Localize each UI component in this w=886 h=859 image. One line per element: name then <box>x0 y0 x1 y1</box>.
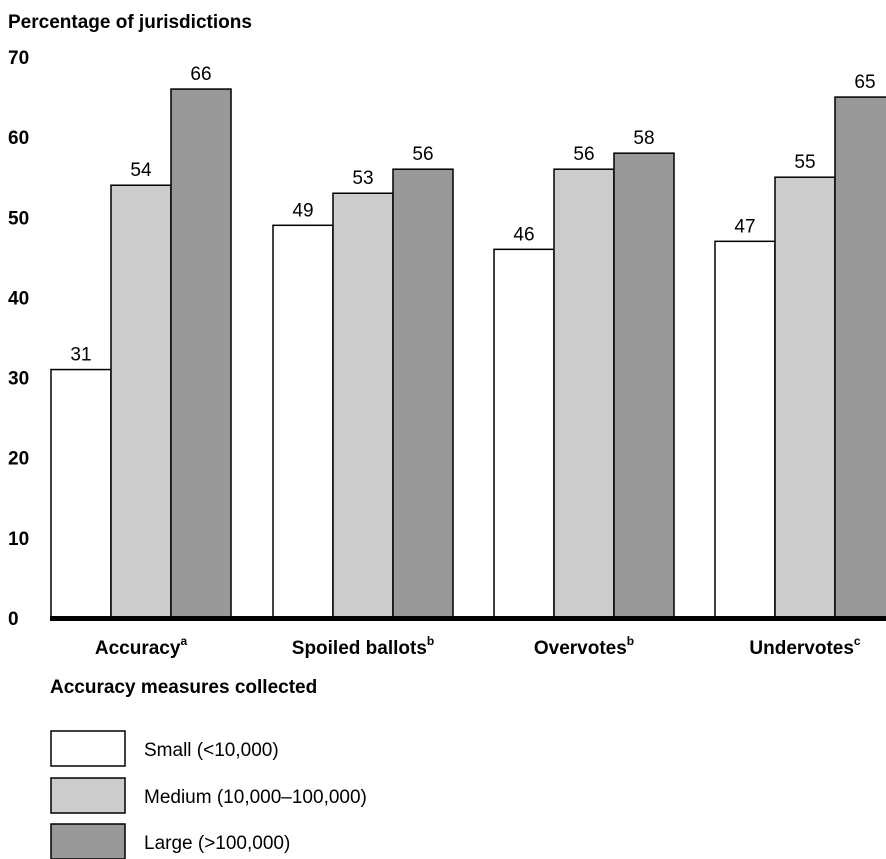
bar <box>332 192 394 619</box>
data-label: 56 <box>412 144 433 165</box>
data-label: 58 <box>633 128 654 149</box>
y-tick-label: 30 <box>8 369 29 390</box>
bar <box>714 240 776 619</box>
data-label: 54 <box>130 160 152 181</box>
y-tick-label: 70 <box>8 48 29 69</box>
y-tick-label: 0 <box>8 609 19 630</box>
data-label: 65 <box>854 72 875 93</box>
bar <box>392 168 454 619</box>
x-axis-baseline <box>50 616 886 621</box>
legend-label: Medium (10,000–100,000) <box>144 787 367 808</box>
bar <box>170 88 232 619</box>
bar <box>272 224 334 619</box>
data-label: 31 <box>70 345 91 366</box>
bar <box>493 248 555 619</box>
bar <box>553 168 615 619</box>
legend-label: Large (>100,000) <box>144 833 290 854</box>
data-label: 46 <box>513 224 534 245</box>
y-tick-label: 40 <box>8 288 29 309</box>
bar <box>110 184 172 619</box>
y-tick-label: 50 <box>8 208 29 229</box>
category-label: Accuracya <box>95 634 188 659</box>
legend-swatch <box>50 823 126 859</box>
legend-swatch <box>50 730 126 767</box>
category-labels: Accuracya Spoiled ballotsb Overvotesb Under… <box>95 634 861 659</box>
data-label: 47 <box>734 216 755 237</box>
y-tick-label: 60 <box>8 128 29 149</box>
legend-swatch <box>50 777 126 814</box>
y-tick-label: 10 <box>8 529 29 550</box>
x-axis-label: Accuracy measures collected <box>50 677 317 698</box>
data-label: 66 <box>190 64 211 85</box>
y-axis-label: Percentage of jurisdictions <box>8 12 252 33</box>
data-labels: 31 54 66 49 53 56 46 56 58 47 55 65 <box>70 64 875 366</box>
legend: Small (<10,000) Medium (10,000–100,000) La… <box>50 730 367 859</box>
category-label: Overvotesb <box>534 634 634 659</box>
y-tick-label: 20 <box>8 449 29 470</box>
category-label: Spoiled ballotsb <box>292 634 434 659</box>
bars <box>50 88 886 619</box>
y-tick-labels: 0 10 20 30 40 50 60 70 <box>8 48 29 630</box>
data-label: 55 <box>794 152 815 173</box>
bar <box>834 96 886 619</box>
bar <box>774 176 836 619</box>
legend-label: Small (<10,000) <box>144 740 279 761</box>
data-label: 53 <box>352 168 373 189</box>
data-label: 56 <box>573 144 594 165</box>
data-label: 49 <box>292 200 313 221</box>
bar <box>613 152 675 619</box>
bar <box>50 368 112 619</box>
category-label: Undervotesc <box>749 634 861 659</box>
